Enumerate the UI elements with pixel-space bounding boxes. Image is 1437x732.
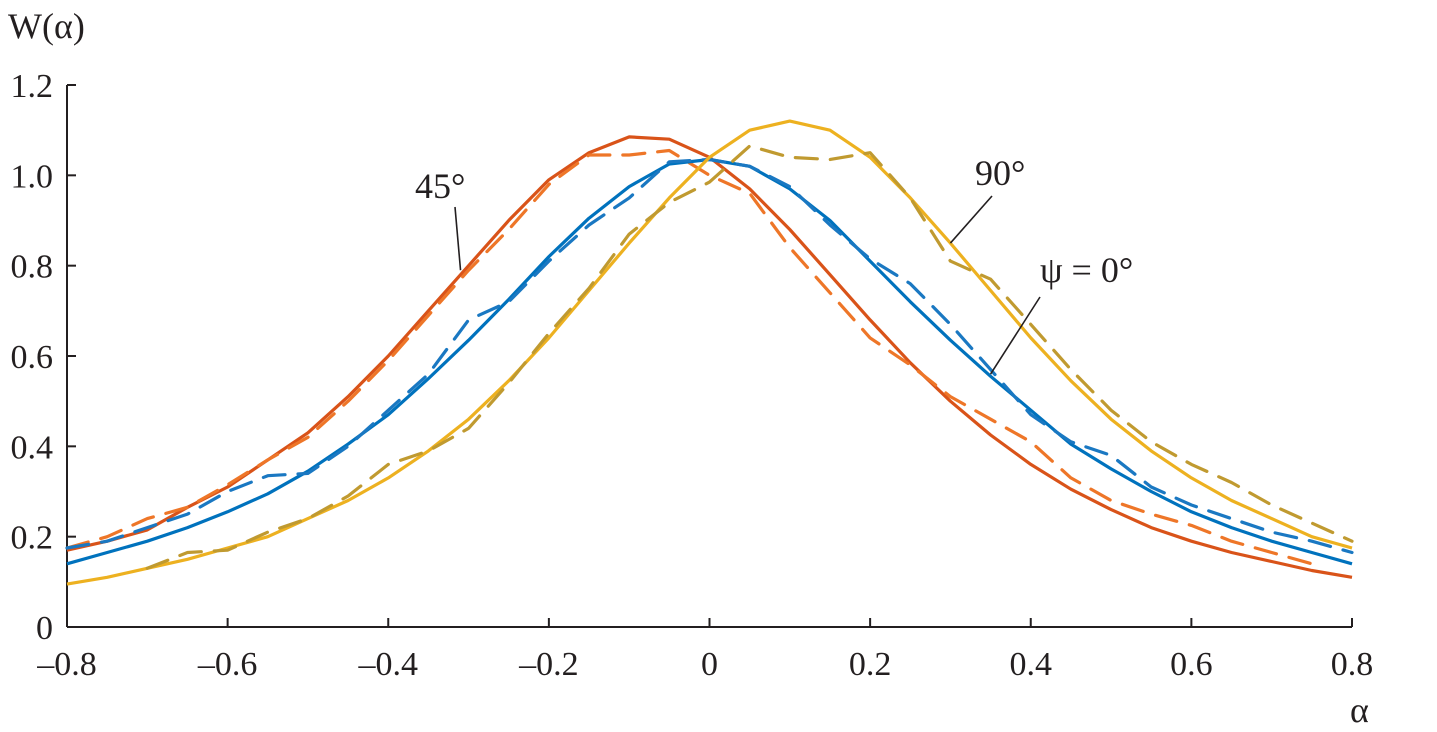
y-tick-label: 0 xyxy=(36,610,53,647)
annotation-label: 90° xyxy=(975,153,1025,193)
y-tick-label: 0.6 xyxy=(11,339,54,376)
y-tick-label: 1.2 xyxy=(11,68,54,105)
series-line-0 xyxy=(66,135,1353,579)
x-tick-label: –0.2 xyxy=(518,646,579,683)
x-tick-label: –0.6 xyxy=(197,646,258,683)
y-tick-label: 1.0 xyxy=(11,158,54,195)
x-tick-label: 0.2 xyxy=(849,646,892,683)
x-tick-label: 0 xyxy=(701,646,718,683)
axes xyxy=(66,84,1353,628)
x-tick-label: 0.6 xyxy=(1170,646,1213,683)
annotations: 45° 90° ψ = 0° xyxy=(415,153,1133,375)
annotation-leader-line xyxy=(989,296,1041,375)
y-tick-label: 0.8 xyxy=(11,249,54,286)
tick-labels: –0.8 –0.6 –0.4 –0.2 0 0.2 0.4 0.6 0.8 0 0.2 0.4 0.6 0… xyxy=(11,68,1374,683)
y-tick-label: 0.2 xyxy=(11,520,54,557)
x-tick-label: 0.8 xyxy=(1331,646,1374,683)
series-line-5 xyxy=(145,144,1354,570)
annotation-label: 45° xyxy=(415,166,465,206)
annotation-leader-line xyxy=(949,195,993,244)
y-tick-label: 0.4 xyxy=(11,429,54,466)
series-line-3 xyxy=(65,157,1354,555)
series-lines xyxy=(65,119,1354,586)
series-line-2 xyxy=(66,157,1353,566)
annotation-leader-line xyxy=(454,206,462,271)
x-tick-label: 0.4 xyxy=(1010,646,1053,683)
y-axis-label: W(α) xyxy=(8,6,85,46)
x-tick-label: –0.8 xyxy=(36,646,97,683)
x-axis-label: α xyxy=(1350,690,1369,730)
x-tick-label: –0.4 xyxy=(358,646,419,683)
series-line-4 xyxy=(66,119,1353,586)
annotation-label: ψ = 0° xyxy=(1040,250,1133,290)
